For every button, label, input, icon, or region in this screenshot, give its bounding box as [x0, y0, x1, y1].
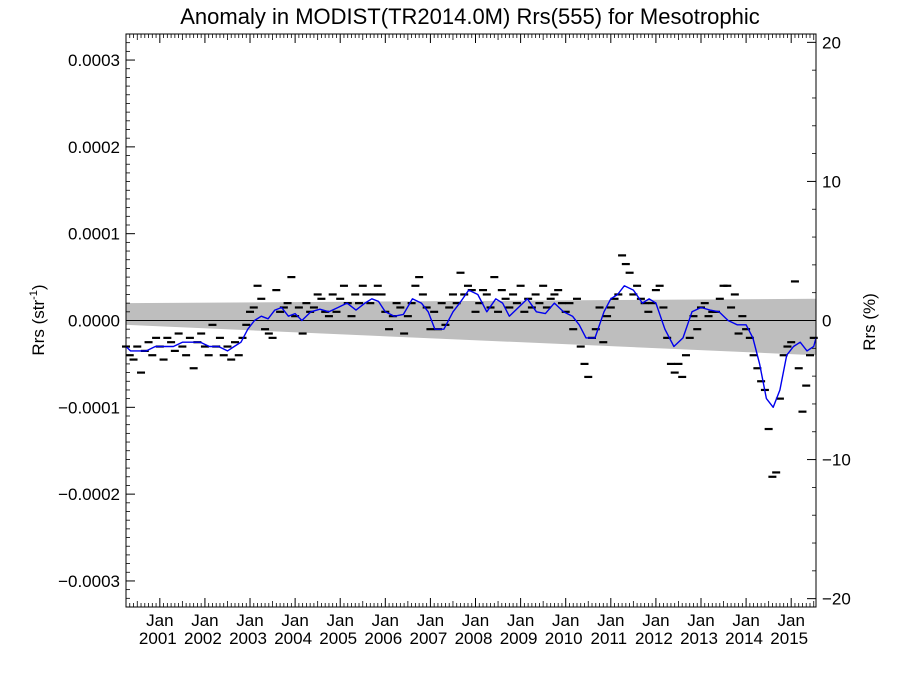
y-left-tick-label: 0.0001 — [68, 225, 120, 244]
x-tick-year-label: 2014 — [725, 629, 763, 648]
x-tick-year-label: 2008 — [455, 629, 493, 648]
uncertainty-band-layer — [126, 298, 816, 356]
x-tick-month-label: Jan — [417, 611, 444, 630]
x-tick-year-label: 2010 — [545, 629, 583, 648]
y-left-tick-label: 0.0002 — [68, 138, 120, 157]
uncertainty-band — [126, 298, 816, 356]
series-layer — [122, 254, 818, 478]
x-tick-year-label: 2013 — [680, 629, 718, 648]
ticks-layer: 0.0003 0.0002 0.0001 0.0000 −0.0001 −0.0002 −0… — [58, 33, 851, 648]
chart-title: Anomaly in MODIST(TR2014.0M) Rrs(555) fo… — [180, 4, 760, 29]
y-left-tick-label: −0.0002 — [58, 485, 120, 504]
x-tick-year-label: 2009 — [500, 629, 538, 648]
x-tick-month-label: Jan — [191, 611, 218, 630]
x-tick-month-label: Jan — [507, 611, 534, 630]
x-tick-month-label: Jan — [146, 611, 173, 630]
x-tick-year-label: 2012 — [635, 629, 673, 648]
x-tick-month-label: Jan — [327, 611, 354, 630]
y-left-tick-label: 0.0000 — [68, 312, 120, 331]
y-right-tick-label: −10 — [822, 451, 851, 470]
x-tick-month-label: Jan — [281, 611, 308, 630]
x-tick-year-label: 2011 — [591, 629, 628, 648]
x-tick-year-label: 2004 — [274, 629, 312, 648]
y-axis-left-label-sup: -1 — [28, 290, 40, 300]
x-tick-year-label: 2007 — [409, 629, 447, 648]
x-tick-month-label: Jan — [236, 611, 263, 630]
x-tick-month-label: Jan — [642, 611, 669, 630]
x-tick-month-label: Jan — [777, 611, 804, 630]
y-left-tick-label: −0.0003 — [58, 572, 120, 591]
y-right-tick-label: −20 — [822, 590, 851, 609]
x-tick-month-label: Jan — [597, 611, 624, 630]
y-right-tick-label: 10 — [822, 172, 841, 191]
x-tick-year-label: 2003 — [229, 629, 267, 648]
x-tick-year-label: 2005 — [319, 629, 357, 648]
x-tick-month-label: Jan — [732, 611, 759, 630]
y-left-tick-label: 0.0003 — [68, 51, 120, 70]
y-axis-right-label: Rrs (%) — [860, 293, 879, 351]
x-tick-year-label: 2001 — [139, 629, 177, 648]
y-axis-left-label-close: ) — [29, 284, 48, 290]
x-tick-month-label: Jan — [462, 611, 489, 630]
y-left-tick-label: −0.0001 — [58, 398, 120, 417]
x-tick-year-label: 2006 — [364, 629, 402, 648]
x-tick-month-label: Jan — [372, 611, 399, 630]
smoothed-anomaly-line — [125, 285, 817, 408]
y-right-tick-label: 0 — [822, 312, 831, 331]
y-axis-left-label-main: Rrs (str — [29, 300, 48, 356]
y-axis-left-label: Rrs (str-1) — [28, 284, 48, 355]
x-tick-year-label: 2002 — [184, 629, 222, 648]
x-tick-year-label: 2015 — [770, 629, 808, 648]
y-right-tick-label: 20 — [822, 33, 841, 52]
x-tick-month-label: Jan — [687, 611, 714, 630]
x-tick-month-label: Jan — [552, 611, 579, 630]
